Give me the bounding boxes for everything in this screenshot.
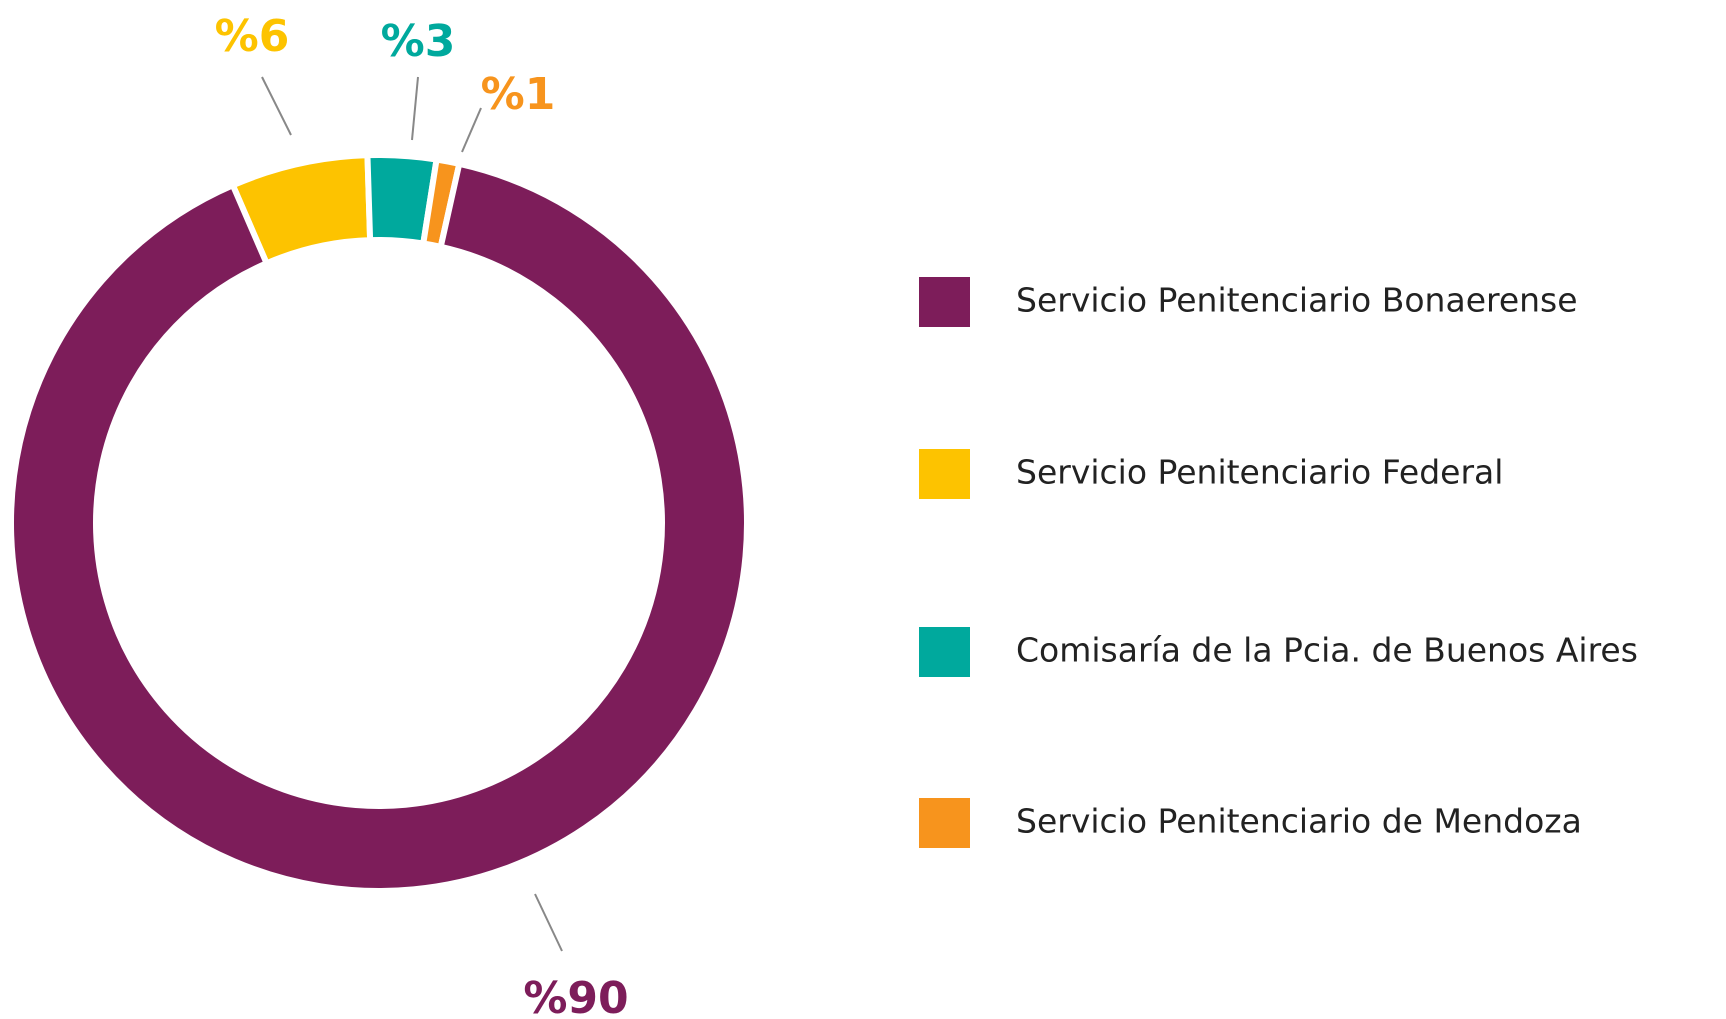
leader-line [461,107,482,153]
donut-slice [8,160,750,894]
data-label: %3 [381,16,456,67]
legend-swatch [919,449,970,499]
legend-swatch [919,798,970,848]
legend-swatch [919,627,970,677]
data-label: %1 [481,69,556,120]
legend-swatch [919,277,970,327]
legend-label: Comisaría de la Pcia. de Buenos Aires [1016,631,1638,670]
data-label: %90 [523,973,628,1019]
leader-line [261,76,292,136]
legend-label: Servicio Penitenciario de Mendoza [1016,802,1582,841]
legend-label: Servicio Penitenciario Bonaerense [1016,281,1578,320]
legend-label: Servicio Penitenciario Federal [1016,453,1503,492]
leader-line [411,76,419,141]
data-label: %6 [215,11,290,62]
leader-line [534,893,563,952]
